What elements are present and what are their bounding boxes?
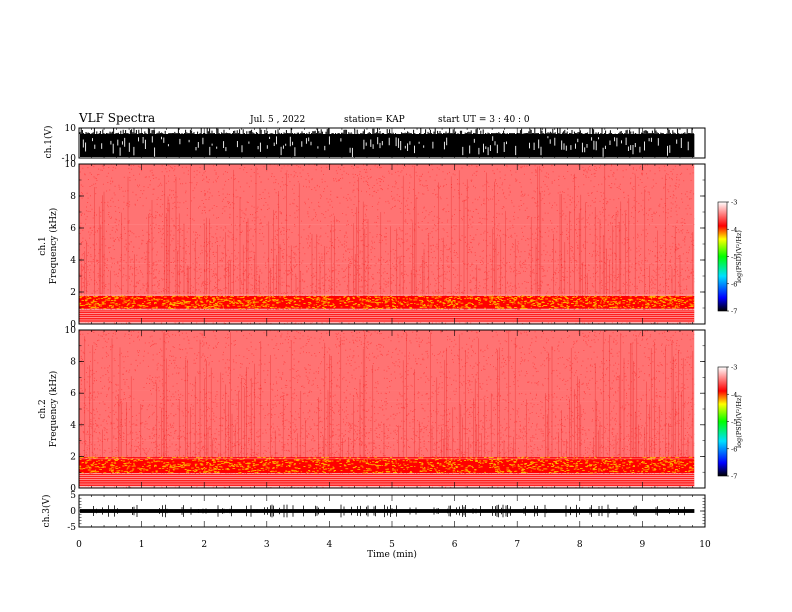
spec1-colorbar-tick-label: -6 [731,280,737,288]
spec2-ytick-label: 0 [70,484,76,494]
x-tick-label: 10 [699,540,711,550]
spec2-low-band [79,473,695,487]
x-axis-label: Time (min) [367,549,417,560]
spec1-ytick-label: 6 [70,224,76,234]
spec2-ytick-label: 2 [70,452,76,462]
start-time-label: start UT = 3 : 40 : 0 [438,115,530,125]
waveform-ch3-panel: 50-50 1 2 3 4 5 6 7 8 9 10 [67,491,711,550]
ch1-ytick-label: -10 [62,154,77,164]
station-label: station= KAP [344,115,405,125]
spec1-band [79,164,695,225]
spec2-ylabel-line2: Frequency (kHz) [48,371,59,448]
spec1-colorbar-tick-label: -4 [731,226,737,234]
x-tick-label: 2 [201,540,207,550]
spec1-yellow-speckle [79,295,697,310]
spec1-low-band [79,309,695,323]
spec1-ytick-label: 8 [70,192,76,202]
spec1-ytick-label: 4 [70,256,76,266]
spec1-colorbar [717,201,728,312]
x-tick-label: 6 [452,540,458,550]
spec1-nodata [694,164,705,324]
spec2-band [79,427,695,441]
ch3-waveform-spikes [93,504,685,518]
spec1-ylabel-line2: Frequency (kHz) [48,208,59,285]
spectrogram-ch2-panel: 0 2 4 6 8 10 [65,326,706,494]
spec1-ytick-label: 0 [70,320,76,330]
spec1-colorbar-label: log(PSD)(V²/Hz) [735,230,743,283]
spec1-ylabel-line1: ch.1 [38,236,48,255]
spec1-ytick-label: 10 [65,160,77,170]
spec1-band [79,236,695,264]
spec2-nodata [694,330,705,488]
spec2-band [79,330,695,391]
spec2-streaks [84,330,694,485]
spec1-band [79,263,695,276]
ch3-ytick-label: 0 [70,507,76,517]
figure-title: VLF Spectra [78,111,155,125]
spec2-band [79,390,695,402]
x-tick-label: 7 [514,540,520,550]
spec2-ylabel-line1: ch.2 [38,399,48,418]
ch3-ytick-label: 5 [70,491,76,501]
ch3-ylabel: ch.3(V) [41,495,52,528]
waveform-ch1-panel: 10 -10 [62,124,706,164]
spec2-yellow-speckle [79,456,697,474]
spec1-colorbar-tick-label: -3 [731,199,737,207]
x-tick-label: 1 [139,540,145,550]
spec2-colorbar-label: log(PSD)(V²/Hz) [735,395,743,448]
spec2-colorbar-tick-label: -3 [731,364,737,372]
x-tick-label: 9 [640,540,646,550]
date-label: Jul. 5 , 2022 [249,115,305,125]
spec2-colorbar [717,366,728,477]
x-tick-label: 4 [327,540,333,550]
ch1-waveform-gaps [82,136,689,158]
spec2-band [79,440,695,458]
spec1-colorbar-tick-label: -7 [731,308,737,316]
ch1-ytick-label: 10 [65,124,77,134]
spec2-colorbar-tick-label: -4 [731,391,737,399]
ch1-ylabel: ch.1(V) [43,126,54,159]
spectrogram-ch1-panel: 0 2 4 6 8 10 [65,160,706,330]
spec2-ytick-label: 10 [65,326,77,336]
x-tick-label: 3 [264,540,270,550]
ch3-ytick-label: -5 [67,523,76,533]
x-tick-label: 8 [577,540,583,550]
x-tick-label: 5 [389,540,395,550]
spec2-colorbar-tick-label: -5 [731,418,737,426]
spec2-ytick-label: 4 [70,421,76,431]
x-tick-label: 0 [76,540,82,550]
ch1-waveform-spikes [79,128,694,150]
spec2-ytick-label: 6 [70,389,76,399]
spec2-band [79,401,695,428]
spec2-colorbar-tick-label: -7 [731,473,737,481]
spec1-ytick-label: 2 [70,288,76,298]
spec1-band [79,224,695,236]
spec1-colorbar-tick-label: -5 [731,253,737,261]
spec2-ytick-label: 8 [70,358,76,368]
spec2-colorbar-tick-label: -6 [731,445,737,453]
